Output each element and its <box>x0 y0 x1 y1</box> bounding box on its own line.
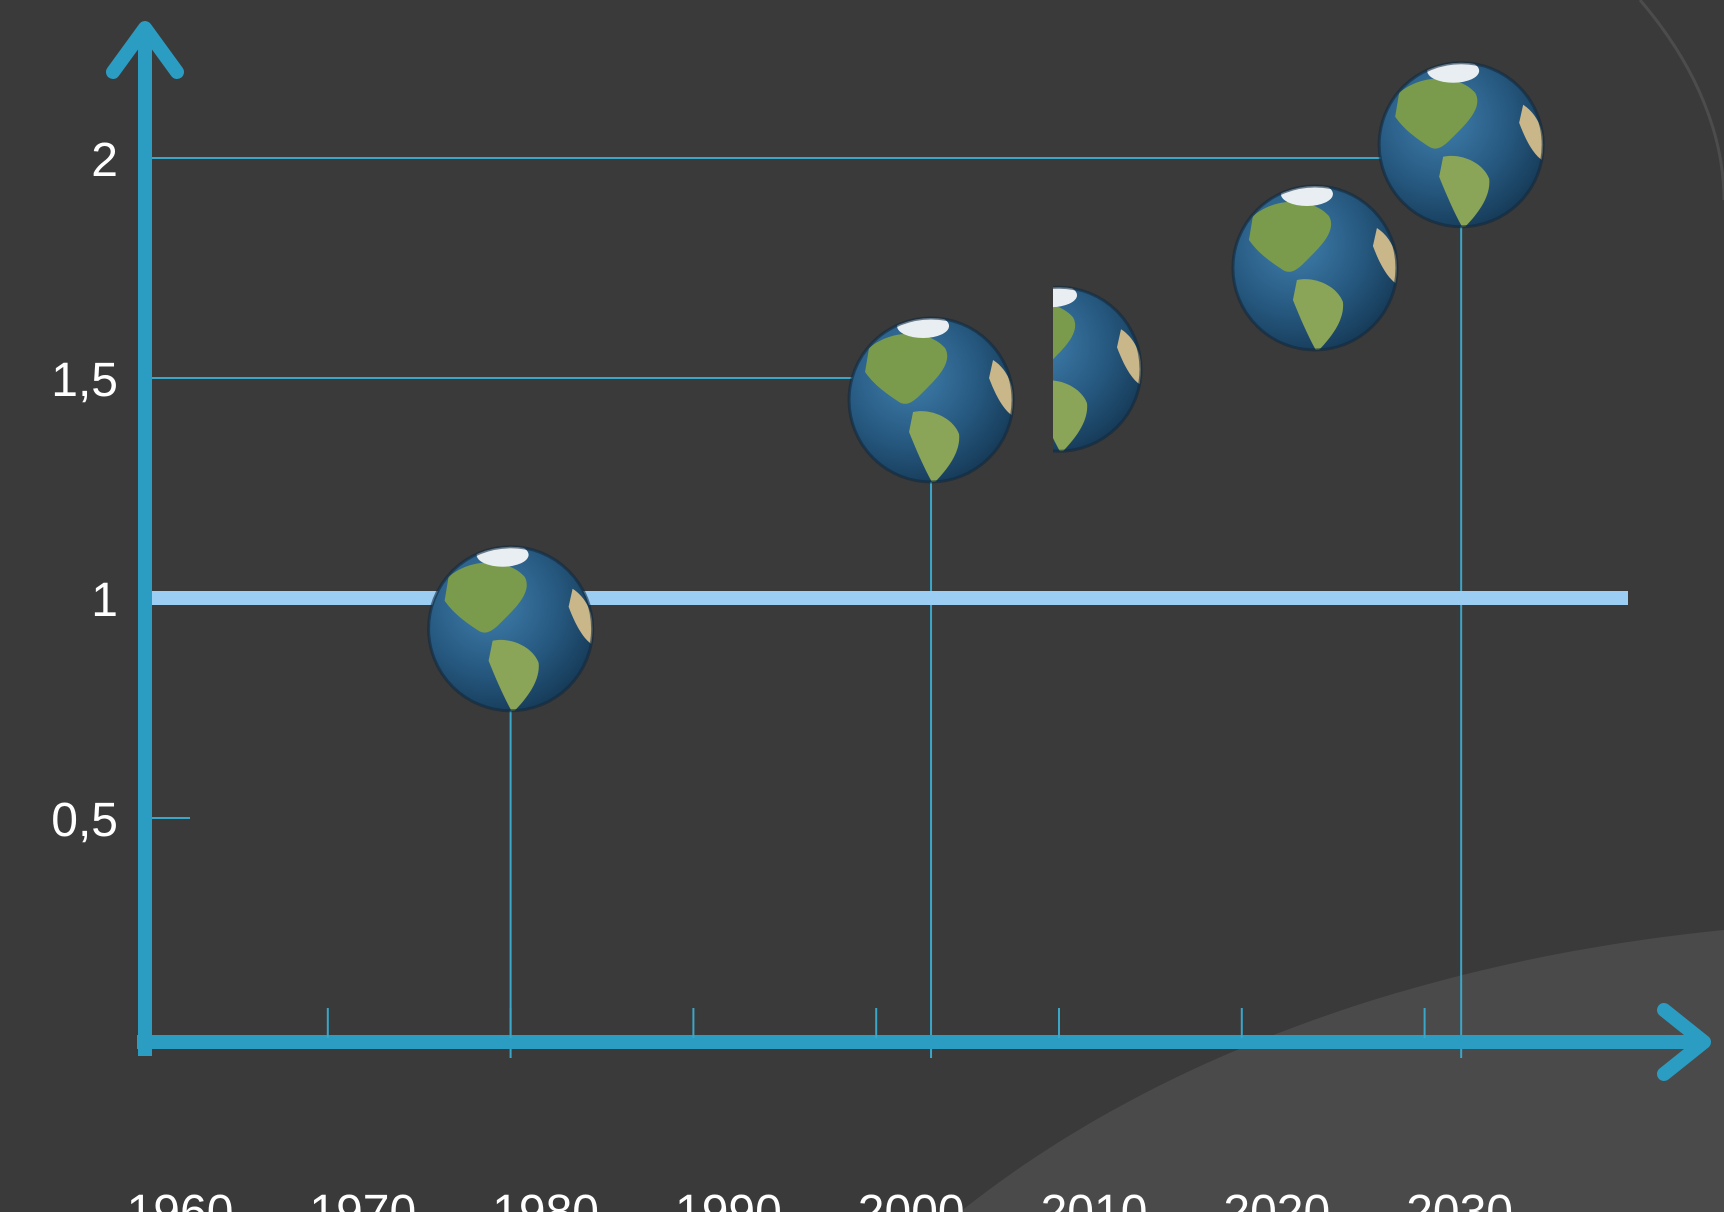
globe-land-south-america <box>1292 279 1343 350</box>
globe-outline <box>1231 184 1399 352</box>
background-curve-edge <box>1638 0 1724 201</box>
globe-land-north-america <box>865 333 948 404</box>
y-tick-label: 1 <box>91 574 118 627</box>
globe-land-africa <box>1117 329 1141 386</box>
globe-land-north-america <box>1248 201 1332 272</box>
globe-surface <box>849 318 1014 482</box>
y-tick-label: 2 <box>91 134 118 187</box>
earth-globe-icon <box>1377 61 1545 229</box>
globe-land-south-america <box>1439 155 1490 227</box>
globe-land-south-america <box>909 411 960 482</box>
globe-land-africa <box>568 588 593 645</box>
x-tick-label: 1960 <box>127 1186 234 1212</box>
x-tick-label: 2030 <box>1406 1186 1513 1212</box>
earth-globe-icon <box>427 545 595 713</box>
globe-surface <box>1379 62 1544 227</box>
x-tick-label: 2020 <box>1223 1186 1330 1212</box>
x-tick-label: 1990 <box>675 1186 782 1212</box>
ticks: 0,5 1 1,5 2 1960 1970 1980 1990 2000 2010 2020 2030 <box>51 134 1513 1212</box>
globe-body <box>1053 285 1143 453</box>
globe-outline <box>1053 285 1143 453</box>
globe-land-north-america <box>1053 302 1075 373</box>
globe-outline <box>847 316 1015 484</box>
globe-body <box>1231 184 1399 352</box>
globe-surface <box>1232 186 1397 350</box>
axes <box>106 21 1711 1081</box>
x-axis-arrow <box>1657 1003 1711 1081</box>
x-tick-label: 2000 <box>858 1186 965 1212</box>
globe-land-south-america <box>488 639 539 711</box>
globe-ice-cap <box>1053 287 1077 308</box>
globe-outline <box>1377 61 1545 229</box>
globe-body <box>427 545 595 713</box>
globe-land-north-america <box>444 562 527 633</box>
data-points <box>427 61 1545 713</box>
earth-globe-icon <box>847 316 1015 484</box>
y-axis-arrow <box>106 21 184 79</box>
globe-land-north-america <box>1395 78 1478 149</box>
background-curve <box>960 930 1724 1212</box>
globe-land-africa <box>989 360 1014 416</box>
globe-surface <box>1053 287 1141 452</box>
y-tick-label: 1,5 <box>51 354 118 407</box>
globe-land-africa <box>1372 228 1397 284</box>
globe-land-south-america <box>1053 380 1088 452</box>
x-tick-label: 2010 <box>1041 1186 1148 1212</box>
y-tick-label: 0,5 <box>51 794 118 847</box>
globe-outline <box>427 545 595 713</box>
globe-land-africa <box>1519 104 1544 161</box>
x-tick-label: 1980 <box>492 1186 599 1212</box>
x-tick-label: 1970 <box>309 1186 416 1212</box>
globe-ocean <box>1053 287 1141 452</box>
earth-globe-icon <box>1231 184 1399 352</box>
globe-body <box>847 316 1015 484</box>
half-globe-icon <box>1053 285 1143 453</box>
globe-body <box>1377 61 1545 229</box>
